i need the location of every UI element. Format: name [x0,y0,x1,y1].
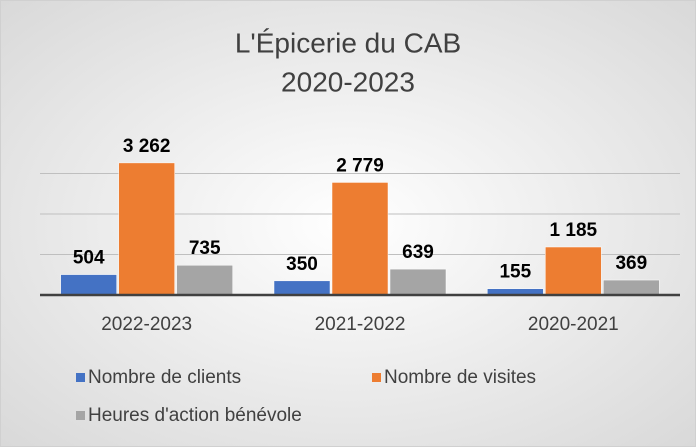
value-label: 1 185 [550,220,598,241]
bar [331,182,389,296]
bar [603,279,660,296]
bar [176,264,233,296]
bar [60,274,117,296]
bar [389,268,447,296]
value-label: 3 262 [123,136,171,157]
legend-swatch [76,411,85,420]
legend-swatch [372,373,381,382]
x-tick-label: 2021-2022 [315,314,406,335]
value-label: 639 [402,242,434,263]
value-label: 2 779 [336,155,384,176]
value-label: 155 [499,262,531,283]
legend-label: Nombre de visites [384,367,536,388]
bar [545,246,602,296]
bar [118,162,175,296]
value-label: 369 [615,253,647,274]
legend-label: Heures d'action bénévole [88,405,302,426]
chart-subtitle: 2020-2023 [281,66,415,97]
legend-label: Nombre de clients [88,367,241,388]
x-tick-label: 2020-2021 [528,314,619,335]
value-label: 504 [73,248,105,269]
chart-title: L'Épicerie du CAB [235,27,461,58]
x-tick-label: 2022-2023 [101,314,192,335]
legend-swatch [76,373,85,382]
bar [273,280,331,296]
value-label: 350 [286,254,318,275]
value-label: 735 [189,238,221,259]
